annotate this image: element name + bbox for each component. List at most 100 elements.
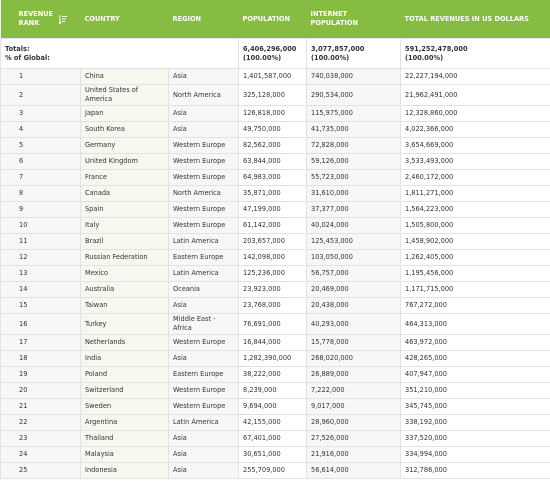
population: 42,155,000: [243, 418, 281, 426]
population: 1,401,587,000: [243, 72, 292, 80]
country: Spain: [85, 205, 104, 213]
totals-cell: 3,077,857,000 (100.00%): [306, 38, 401, 69]
country: Brazil: [85, 237, 104, 245]
revenue-cell: 1,564,223,000: [400, 201, 550, 218]
region: Asia: [173, 354, 187, 362]
header-text: POPULATION: [242, 14, 291, 23]
revenue: 22,227,194,000: [405, 72, 458, 80]
population-cell: 126,818,000: [238, 105, 307, 122]
region-cell: Western Europe: [168, 217, 239, 234]
country: Poland: [85, 370, 108, 378]
region-cell: Asia: [168, 350, 239, 367]
population: 67,401,000: [243, 434, 281, 442]
country: United States of America: [85, 86, 139, 103]
region-cell: Western Europe: [168, 153, 239, 170]
region: Asia: [173, 72, 187, 80]
region: Western Europe: [173, 173, 226, 181]
population-cell: 9,694,000: [238, 398, 307, 415]
population-cell: 30,651,000: [238, 446, 307, 463]
region: Eastern Europe: [173, 370, 224, 378]
rank: 4: [19, 125, 24, 133]
rank-cell: 1: [0, 68, 81, 85]
country: Australia: [85, 285, 115, 293]
internet-population-cell: 15,778,000: [306, 334, 401, 351]
country-cell: Germany: [80, 137, 169, 154]
totals-value: 6,406,296,000: [243, 44, 297, 53]
internet-population: 31,610,000: [311, 189, 349, 197]
revenue: 21,962,491,000: [405, 90, 458, 99]
country-cell: China: [80, 68, 169, 85]
population-cell: 23,768,000: [238, 297, 307, 314]
rank: 25: [19, 466, 28, 474]
revenue: 312,786,000: [405, 466, 447, 474]
internet-population: 15,778,000: [311, 338, 349, 346]
sort-icon[interactable]: [58, 14, 67, 24]
internet-population: 20,469,000: [311, 285, 349, 293]
population: 35,871,000: [243, 189, 281, 197]
country-cell: United Kingdom: [80, 153, 169, 170]
country: Turkey: [85, 319, 107, 328]
rank: 11: [19, 237, 28, 245]
country-cell: Australia: [80, 281, 169, 298]
country: South Korea: [85, 125, 125, 133]
totals-label-cell: Totals:% of Global:: [0, 38, 239, 69]
region: North America: [173, 90, 221, 99]
internet-population-cell: 103,050,000: [306, 249, 401, 266]
region-cell: Asia: [168, 446, 239, 463]
revenue-cell: 1,195,456,000: [400, 265, 550, 282]
internet-population-cell: 9,017,000: [306, 398, 401, 415]
internet-population: 72,828,000: [311, 141, 349, 149]
population: 9,694,000: [243, 402, 277, 410]
region-cell: Latin America: [168, 265, 239, 282]
data-row: 23 Thailand Asia 67,401,000 27,526,000 337,52…: [0, 430, 550, 447]
country-cell: Sweden: [80, 398, 169, 415]
revenue-cell: 1,171,715,000: [400, 281, 550, 298]
rank-cell: 11: [0, 233, 81, 250]
rank: 22: [19, 418, 28, 426]
internet-population: 37,377,000: [311, 205, 349, 213]
column-header: REGION: [168, 0, 239, 39]
revenue-cell: 3,654,669,000: [400, 137, 550, 154]
region-cell: Asia: [168, 430, 239, 447]
country-cell: Argentina: [80, 414, 169, 431]
data-row: 1 China Asia 1,401,587,000 740,038,000 22,227…: [0, 68, 550, 85]
revenue: 1,262,405,000: [405, 253, 454, 261]
data-row: 4 South Korea Asia 49,750,000 41,735,000 4,02…: [0, 121, 550, 138]
country: Malaysia: [85, 450, 114, 458]
revenue: 334,994,000: [405, 450, 447, 458]
region-cell: North America: [168, 185, 239, 202]
rank-cell: 25: [0, 462, 81, 479]
rank-cell: 10: [0, 217, 81, 234]
rank-cell: 8: [0, 185, 81, 202]
rank: 17: [19, 338, 28, 346]
region-cell: Asia: [168, 121, 239, 138]
population-cell: 42,155,000: [238, 414, 307, 431]
internet-population-cell: 21,916,000: [306, 446, 401, 463]
rank-cell: 13: [0, 265, 81, 282]
region-cell: Middle East - Africa: [168, 313, 239, 335]
revenue: 1,505,800,000: [405, 221, 454, 229]
rank-cell: 20: [0, 382, 81, 399]
totals-cell: 591,252,478,000 (100.00%): [400, 38, 550, 69]
internet-population: 26,889,000: [311, 370, 349, 378]
country: Taiwan: [85, 301, 108, 309]
internet-population-cell: 55,723,000: [306, 169, 401, 186]
region: Asia: [173, 450, 187, 458]
population: 38,222,000: [243, 370, 281, 378]
rank: 16: [19, 319, 28, 328]
country: Netherlands: [85, 338, 126, 346]
population: 49,750,000: [243, 125, 281, 133]
rank-cell: 17: [0, 334, 81, 351]
population-cell: 67,401,000: [238, 430, 307, 447]
population-cell: 16,844,000: [238, 334, 307, 351]
revenue: 464,313,000: [405, 319, 447, 328]
country: Japan: [85, 109, 104, 117]
rank: 20: [19, 386, 28, 394]
revenue: 2,460,172,000: [405, 173, 454, 181]
region: Latin America: [173, 269, 219, 277]
revenue-cell: 1,458,902,000: [400, 233, 550, 250]
region: Asia: [173, 466, 187, 474]
country-cell: France: [80, 169, 169, 186]
country: India: [85, 354, 102, 362]
data-row: 9 Spain Western Europe 47,199,000 37,377,000…: [0, 201, 550, 218]
